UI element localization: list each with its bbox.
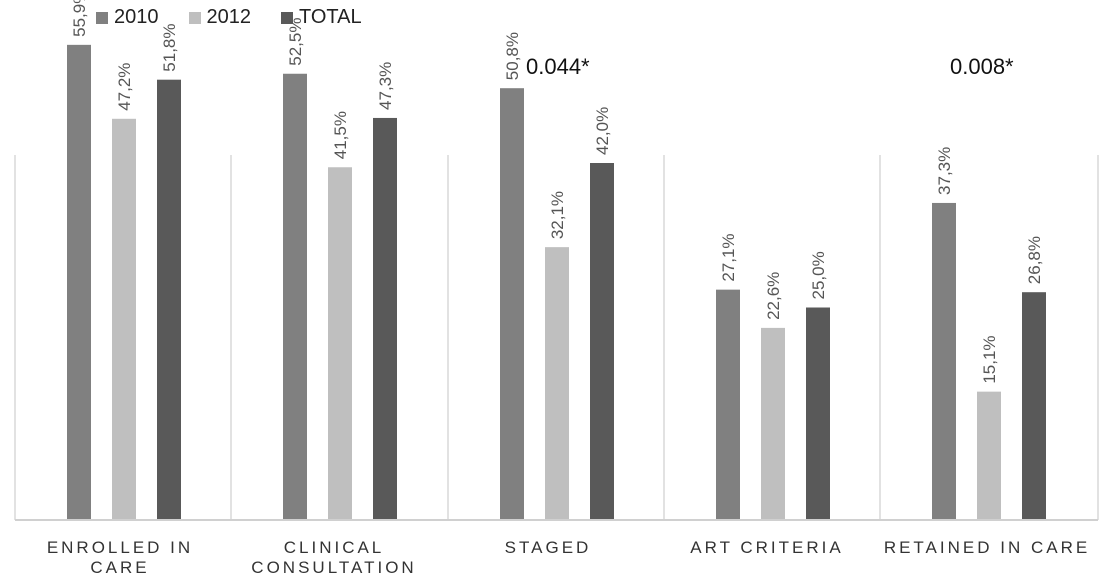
legend-item-2012: 2012 — [188, 6, 252, 29]
bar-2012-4 — [977, 391, 1001, 520]
category-label-enrolled: ENROLLED IN CARE — [46, 538, 194, 577]
category-label-staged: STAGED — [504, 538, 592, 557]
legend-swatch-total — [281, 11, 293, 24]
bar-total-3 — [806, 307, 830, 520]
category-label-art: ART CRITERIA — [690, 538, 844, 557]
data-label: 42,0% — [593, 107, 612, 155]
bar-2012-1 — [328, 167, 352, 520]
data-label: 55,9% — [70, 0, 89, 37]
bar-2012-2 — [545, 247, 569, 520]
annotation-staged-pvalue: 0.044* — [526, 54, 590, 79]
data-label: 27,1% — [719, 233, 738, 281]
data-label: 37,3% — [935, 147, 954, 195]
bar-total-4 — [1022, 292, 1046, 520]
legend-label-total: TOTAL — [299, 6, 362, 28]
legend: 2010 2012 TOTAL — [96, 6, 362, 29]
legend-label-2012: 2012 — [206, 6, 252, 28]
bar-2010-4 — [932, 202, 956, 520]
data-label: 32,1% — [548, 191, 567, 239]
data-label: 25,0% — [809, 251, 828, 299]
legend-item-total: TOTAL — [281, 6, 362, 29]
legend-item-2010: 2010 — [96, 6, 159, 29]
category-label-retained: RETAINED IN CARE — [883, 538, 1091, 557]
annotation-retained-pvalue: 0.008* — [950, 54, 1014, 79]
data-label: 50,8% — [503, 32, 522, 80]
legend-swatch-2010 — [96, 11, 108, 24]
data-label: 15,1% — [980, 335, 999, 383]
bar-2010-0 — [67, 44, 91, 520]
bar-2012-3 — [761, 327, 785, 520]
category-label-clinical: CLINICAL CONSULTATION — [251, 538, 417, 577]
bar-2010-3 — [716, 289, 740, 520]
data-label: 52,5% — [286, 18, 305, 66]
data-label: 22,6% — [764, 272, 783, 320]
data-label: 41,5% — [331, 111, 350, 159]
bar-total-1 — [373, 117, 397, 520]
legend-swatch-2012 — [188, 11, 201, 24]
bar-2012-0 — [112, 118, 136, 521]
data-label: 47,2% — [115, 63, 134, 111]
bar-total-2 — [590, 163, 614, 520]
legend-label-2010: 2010 — [114, 6, 159, 28]
bar-2010-2 — [500, 88, 524, 520]
data-label: 51,8% — [160, 23, 179, 71]
data-label: 26,8% — [1025, 236, 1044, 284]
bar-2010-1 — [283, 73, 307, 520]
bar-total-0 — [157, 79, 181, 520]
data-label: 47,3% — [376, 62, 395, 110]
